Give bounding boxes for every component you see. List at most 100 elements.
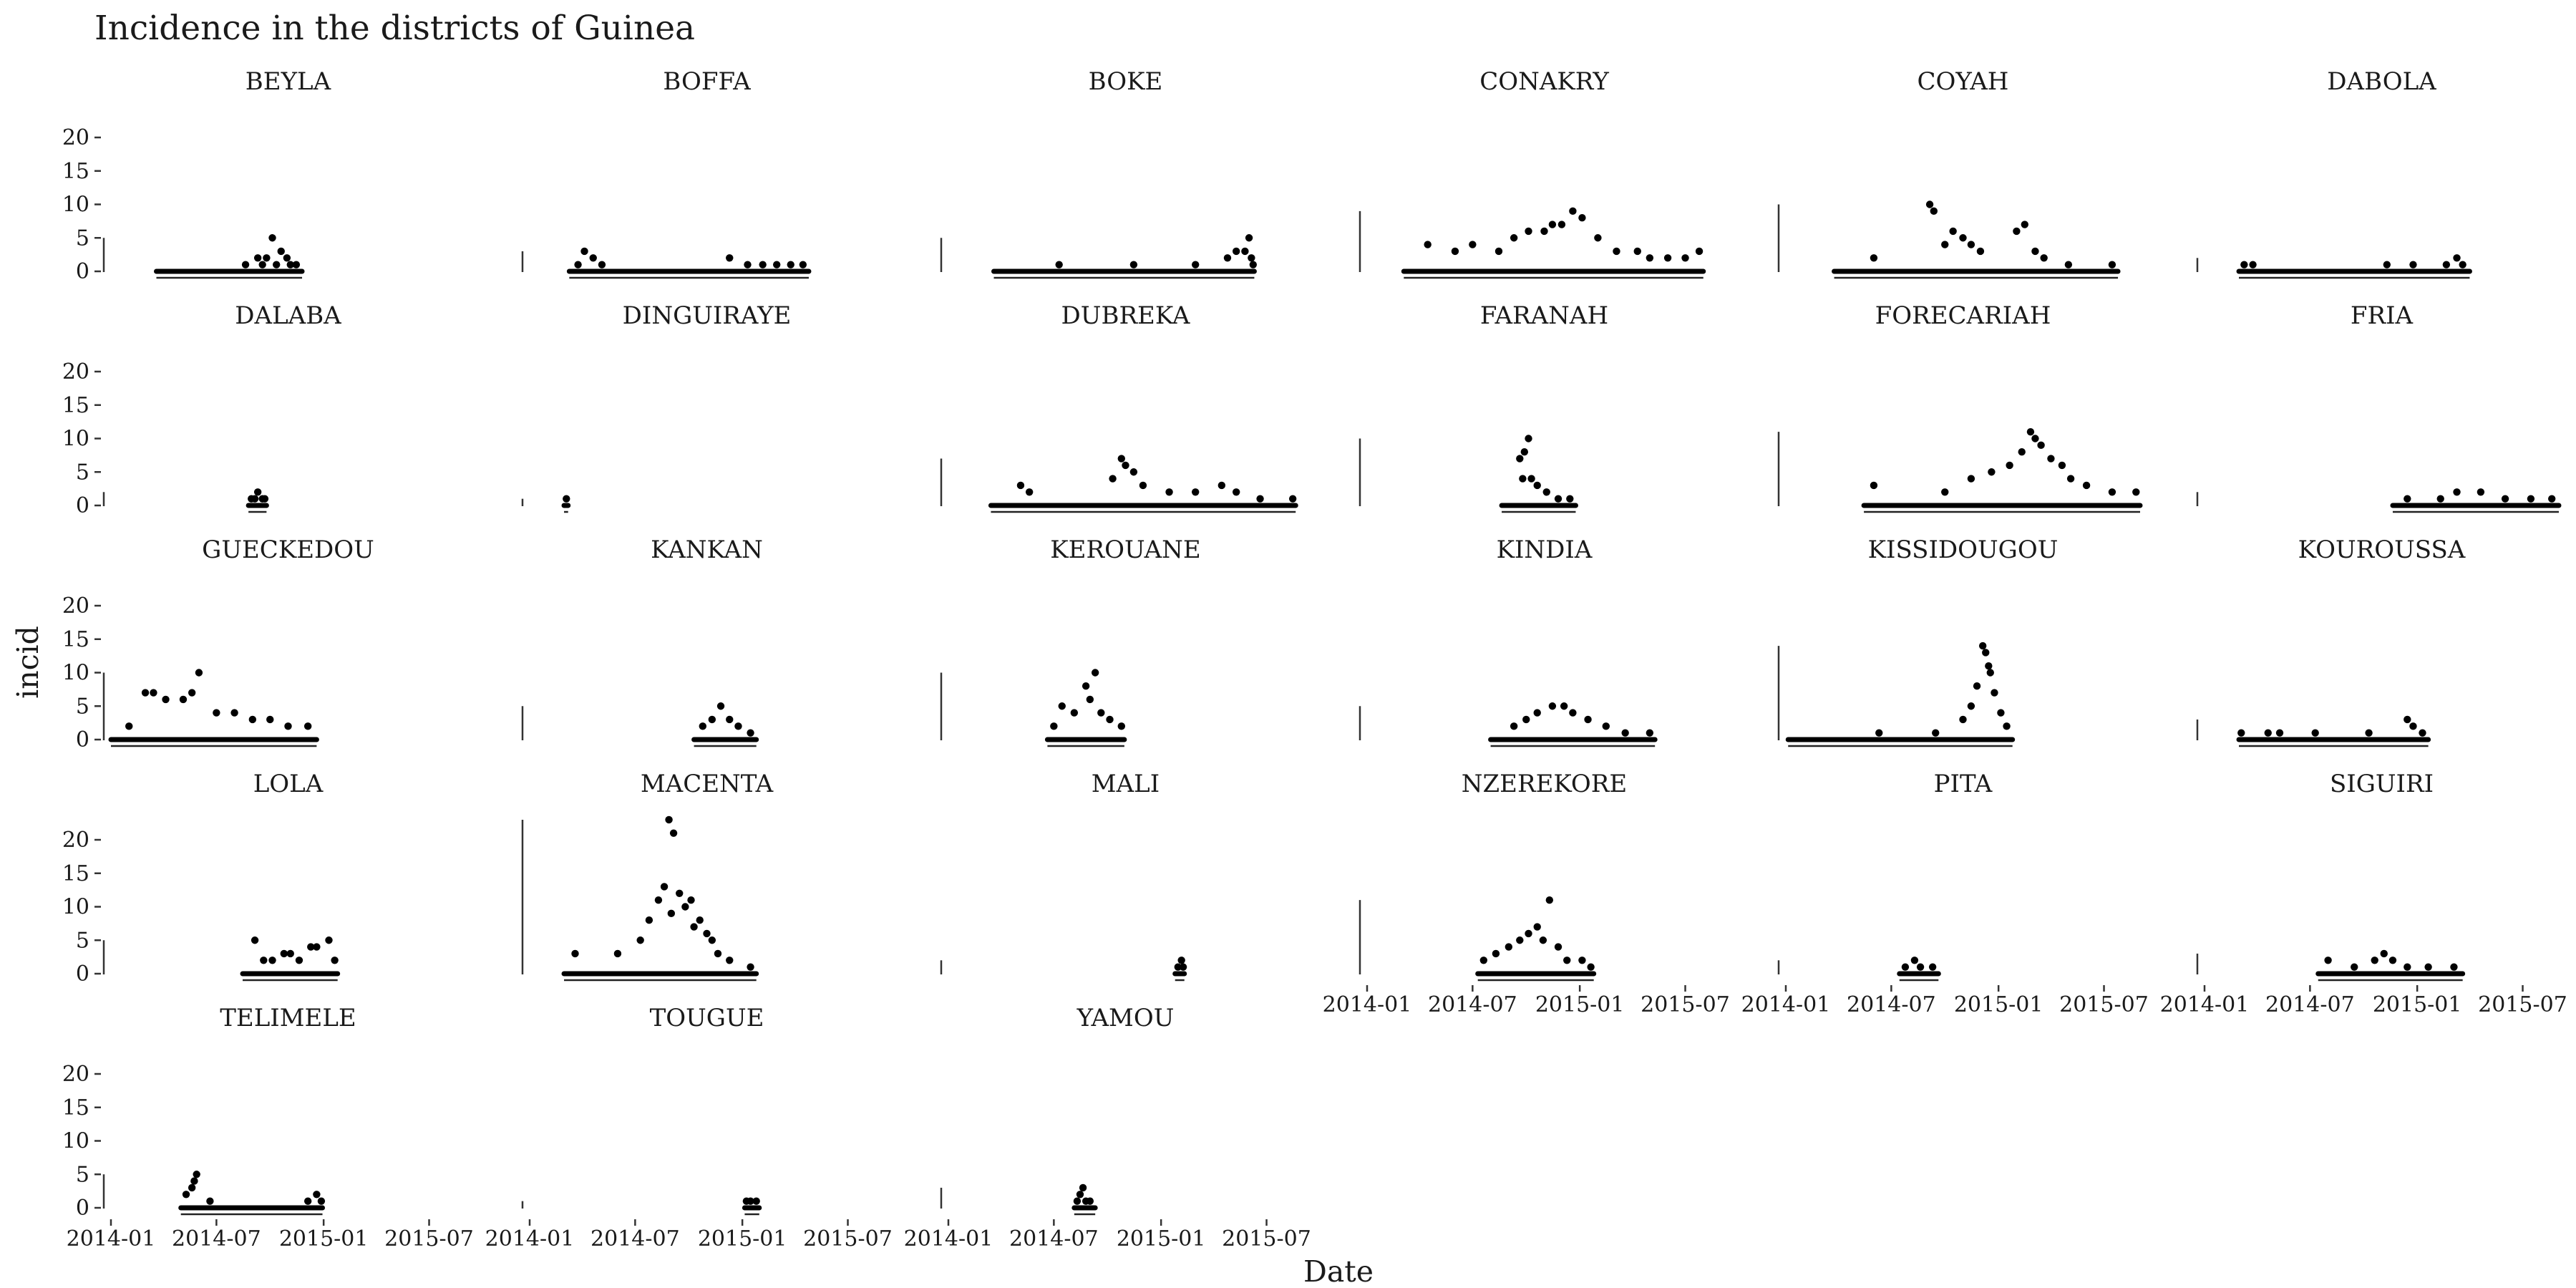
y-tick-label: 10 [62, 427, 89, 452]
y-tick-label: 10 [62, 661, 89, 686]
data-point [1997, 709, 2005, 717]
data-point [2082, 481, 2091, 490]
data-point [1479, 957, 1488, 964]
data-point [1122, 461, 1129, 470]
data-point [1129, 468, 1138, 476]
data-point [1973, 682, 1981, 690]
data-point [1986, 669, 1994, 677]
data-point [2006, 461, 2013, 470]
data-point [1533, 709, 1541, 717]
data-point [2371, 957, 2378, 964]
facet-label: DABOLA [2327, 67, 2436, 96]
data-point [2409, 261, 2417, 268]
data-point [2058, 461, 2066, 470]
facet-label: COYAH [1918, 67, 2009, 96]
data-point [2450, 963, 2458, 971]
x-tick-label: 2014-07 [590, 1226, 680, 1251]
data-point [726, 254, 734, 262]
data-point [277, 247, 285, 256]
data-point [1976, 247, 1985, 256]
x-tick-label: 2015-01 [1535, 992, 1625, 1017]
data-point [2442, 261, 2451, 268]
data-point [1091, 669, 1099, 677]
data-point [708, 936, 716, 944]
facet-panel-conakry: CONAKRY [1359, 67, 1706, 279]
x-tick-label: 2015-07 [2059, 992, 2149, 1017]
data-point [1930, 207, 1938, 216]
data-point [1928, 963, 1937, 971]
data-point [2383, 261, 2391, 268]
y-tick-label: 20 [62, 359, 89, 384]
facet-grid: BEYLA 0 5 10 15 20 BOFFA BOKE CONAKRY COYAH DABOLA… [62, 67, 2567, 1251]
facet-label: YAMOU [1076, 1004, 1175, 1032]
data-point [2237, 729, 2245, 737]
y-tick-label: 20 [62, 125, 89, 150]
data-point [283, 254, 291, 262]
data-point [708, 715, 716, 724]
data-point [1901, 963, 1910, 971]
data-point [2477, 488, 2485, 496]
data-point [2021, 221, 2028, 228]
x-tick-label: 2014-07 [172, 1226, 261, 1251]
data-point [1542, 488, 1550, 496]
facet-label: GUECKEDOU [202, 536, 374, 564]
facet-panel-dinguiraye: DINGUIRAYE [521, 301, 791, 513]
data-point [317, 1197, 326, 1205]
data-point [1967, 241, 1975, 248]
data-point [1079, 1183, 1087, 1192]
data-point [1117, 455, 1126, 463]
y-tick-label: 15 [62, 393, 89, 418]
data-point [162, 695, 170, 704]
data-point [2311, 729, 2319, 737]
facet-panel-coyah: COYAH [1777, 67, 2121, 279]
data-point [2037, 441, 2045, 450]
data-point [1932, 729, 1940, 737]
data-point [1566, 495, 1574, 503]
y-tick-label: 5 [76, 694, 89, 719]
facet-panel-yamou: YAMOU 2014-01 2014-07 2015-01 2015-07 [904, 1004, 1311, 1251]
data-point [742, 1197, 751, 1205]
facet-panel-kankan: KANKAN [521, 536, 763, 747]
data-point [1695, 247, 1703, 256]
data-point [2066, 475, 2075, 483]
facet-label: CONAKRY [1479, 67, 1609, 96]
data-point [1633, 247, 1641, 256]
data-point [193, 1171, 200, 1178]
data-point [2453, 254, 2461, 262]
y-tick-label: 15 [62, 1095, 89, 1120]
data-point [313, 1191, 321, 1199]
facet-label: KISSIDOUGOU [1868, 536, 2059, 564]
data-point [1505, 943, 1513, 951]
facet-label: BOKE [1089, 67, 1163, 96]
data-point [213, 709, 220, 717]
data-point [799, 261, 807, 268]
data-point [726, 957, 734, 964]
data-point [1527, 475, 1535, 483]
y-axis-title: incid [11, 626, 45, 699]
data-point [580, 247, 588, 256]
data-point [1217, 481, 1226, 490]
y-tick-label: 15 [62, 627, 89, 652]
data-point [1569, 207, 1577, 216]
data-point [325, 936, 333, 944]
facet-panel-faranah: FARANAH [1359, 301, 1608, 513]
data-point [1578, 214, 1586, 222]
data-point [687, 896, 695, 904]
data-point [654, 896, 663, 904]
data-point [1548, 221, 1557, 228]
data-point [307, 943, 315, 951]
data-point [747, 963, 754, 971]
x-tick-label: 2015-07 [803, 1226, 893, 1251]
data-point [1249, 261, 1257, 268]
data-point [669, 829, 678, 837]
data-point [1613, 247, 1620, 256]
data-point [1073, 1197, 1082, 1205]
y-tick-label: 15 [62, 861, 89, 886]
data-point [261, 495, 269, 503]
facet-label: FRIA [2351, 301, 2414, 330]
data-point [1256, 495, 1264, 503]
data-point [258, 261, 266, 268]
data-point [2240, 261, 2248, 268]
data-point [268, 957, 276, 964]
